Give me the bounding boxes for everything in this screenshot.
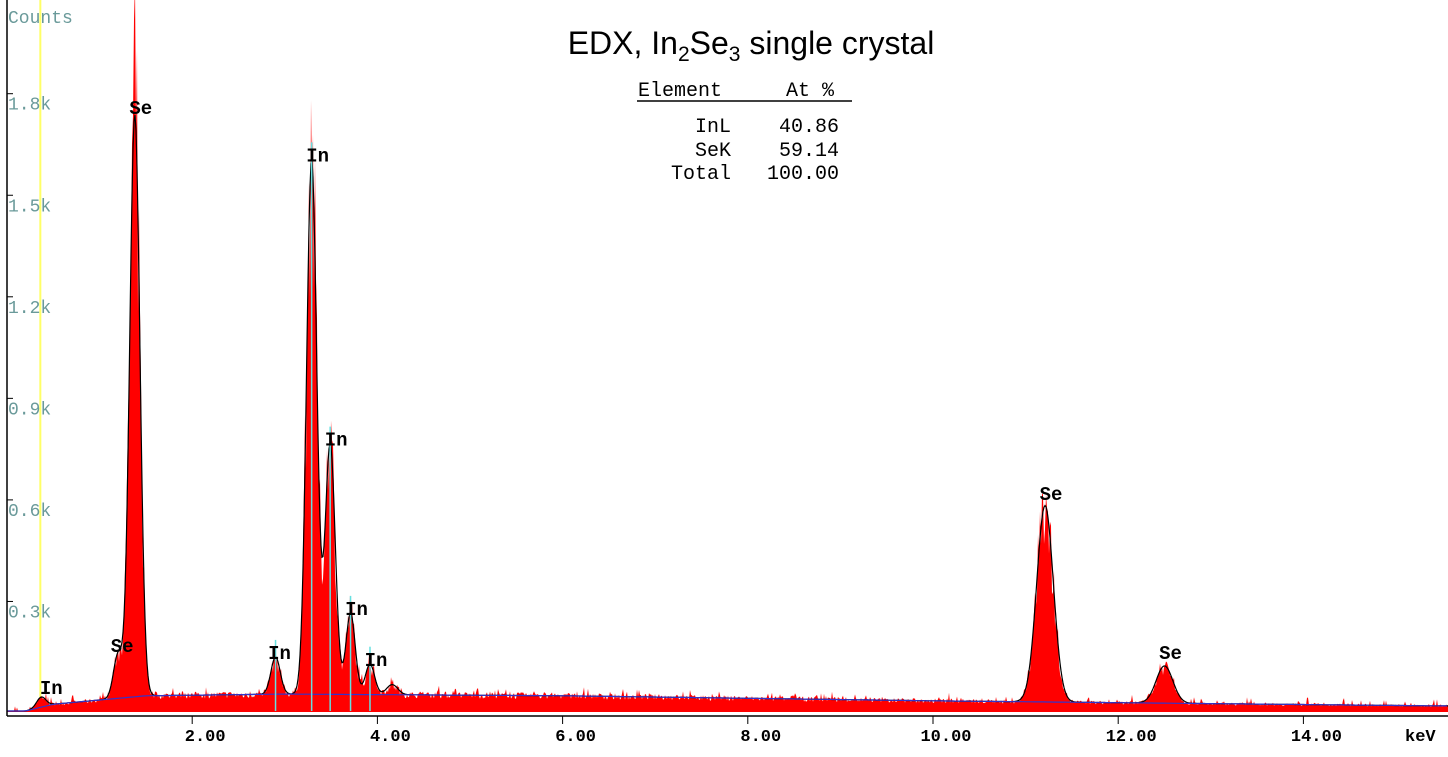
x-tick-label: 6.00 (555, 728, 596, 747)
table-element: Total (671, 163, 731, 186)
table-header-at-percent: At % (786, 80, 835, 103)
x-tick-label: 12.00 (1106, 728, 1157, 747)
spectrum-fill (7, 0, 1448, 712)
y-tick-label: 0.3k (8, 603, 51, 623)
peak-label: Se (129, 98, 152, 120)
spectrum-layer (7, 0, 1448, 712)
y-tick-label: 0.6k (8, 502, 51, 522)
table-value: 40.86 (779, 116, 839, 139)
x-tick-label: 4.00 (370, 728, 411, 747)
peak-label: In (306, 145, 329, 167)
y-tick-label: 1.2k (8, 299, 51, 319)
y-tick-label: 0.9k (8, 400, 51, 420)
y-tick-label: 1.5k (8, 197, 51, 217)
y-tick-label: 1.8k (8, 96, 51, 116)
table-element: SeK (695, 140, 731, 163)
table-value: 59.14 (779, 140, 839, 163)
peak-label: In (40, 678, 63, 700)
table-value: 100.00 (767, 163, 839, 186)
peak-label: In (345, 599, 368, 621)
peak-label: Se (1040, 484, 1063, 506)
x-axis-unit: keV (1405, 728, 1436, 747)
results-table: Element At % InL 40.86 SeK 59.14 Total 1… (637, 80, 852, 186)
table-element: InL (695, 116, 731, 139)
table-header-element: Element (638, 80, 722, 103)
x-tick-label: 14.00 (1291, 728, 1342, 747)
peak-label: Se (111, 636, 134, 658)
x-tick-label: 10.00 (920, 728, 971, 747)
background-curve (7, 693, 1447, 712)
x-tick-label: 2.00 (185, 728, 226, 747)
fit-curve (7, 114, 1448, 712)
x-tick-label: 8.00 (740, 728, 781, 747)
peak-label: Se (1159, 643, 1182, 665)
y-axis-label: Counts (8, 9, 73, 29)
peak-label: In (325, 430, 348, 452)
chart-title: EDX, In2Se3 single crystal (568, 25, 935, 66)
peak-label: In (268, 643, 291, 665)
peak-label: In (365, 650, 388, 672)
axes (6, 0, 1448, 717)
